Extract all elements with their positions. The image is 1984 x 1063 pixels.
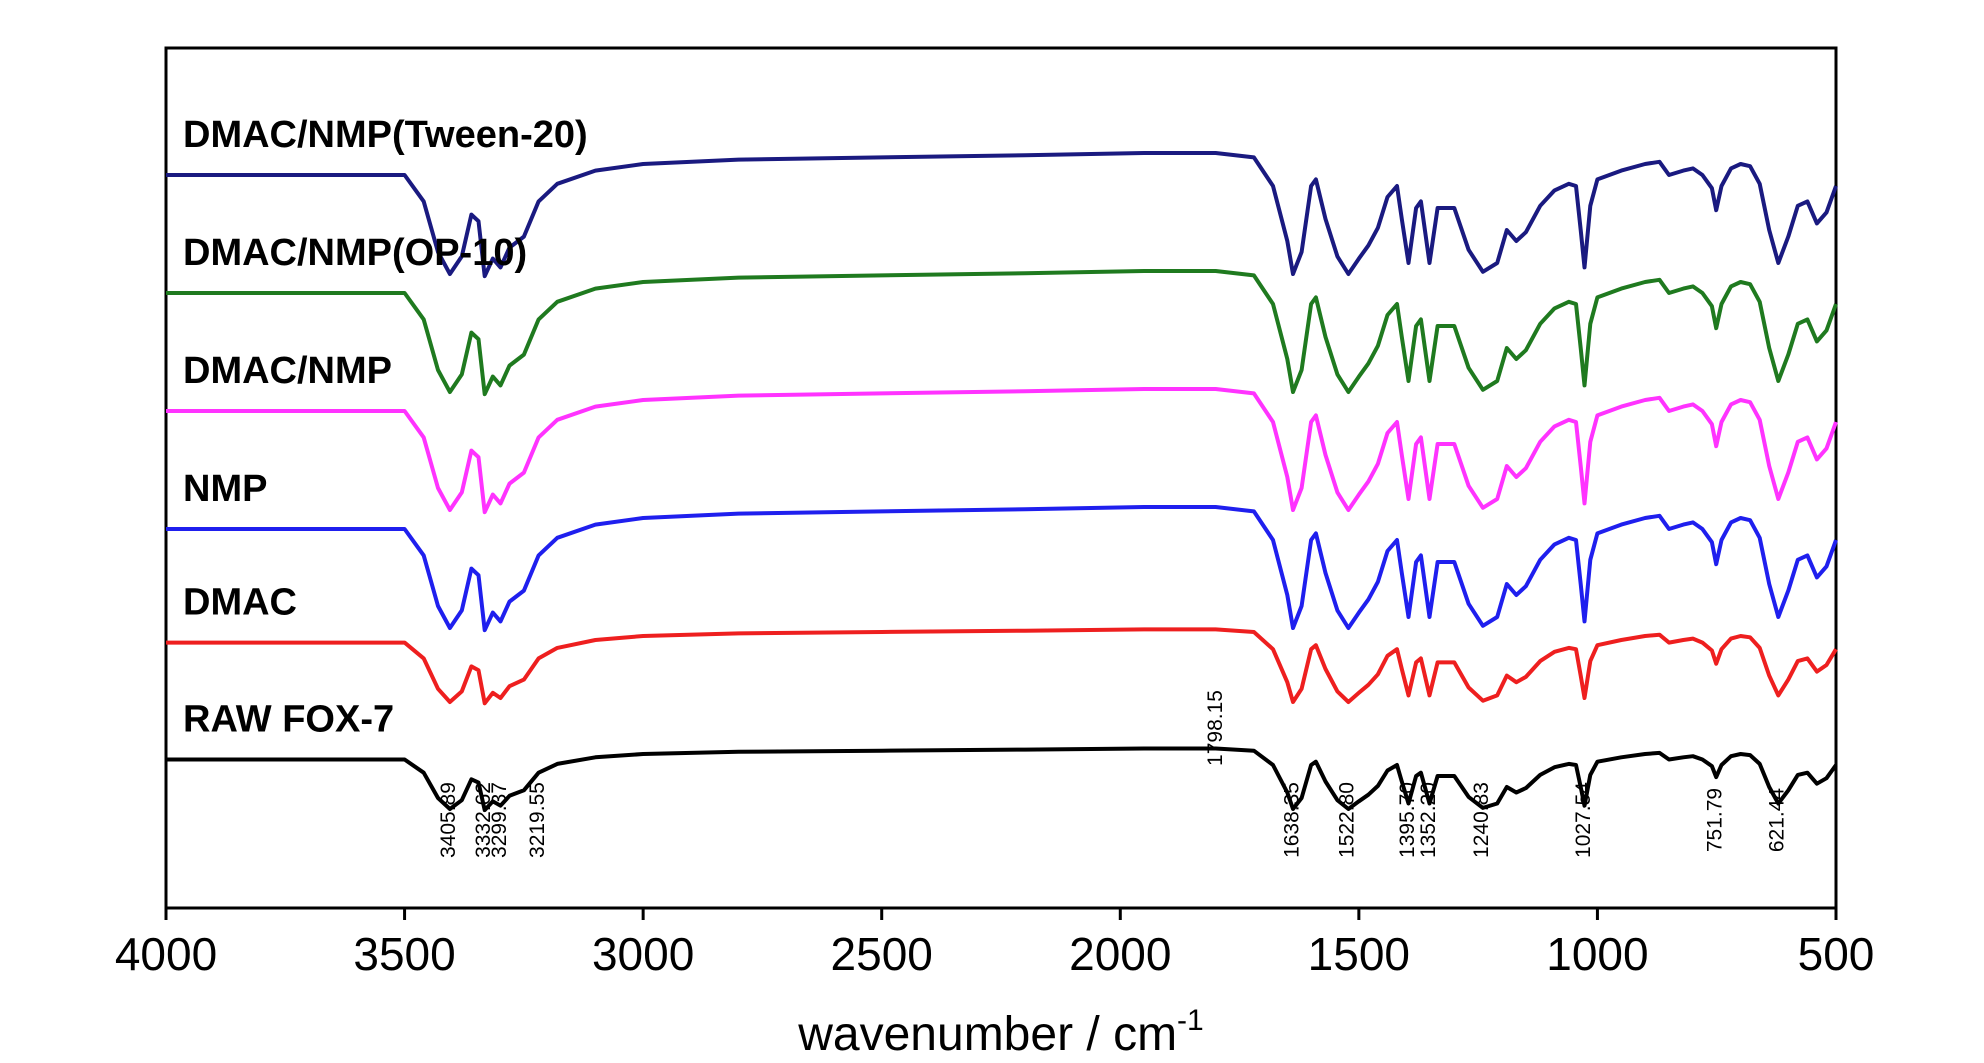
series-label-layer: DMAC/NMP(Tween-20) DMAC/NMP(OP-10) DMAC/NM… <box>183 114 588 741</box>
x-tick-label-4: 2000 <box>1069 928 1171 980</box>
x-axis: 4000 3500 3000 2500 2000 1500 1000 500 <box>115 908 1875 980</box>
series-label-4: DMAC <box>183 582 297 624</box>
x-axis-title: wavenumber / cm-1 <box>797 1004 1203 1061</box>
peak-label-6: 1522.80 <box>1336 782 1359 858</box>
series-line-3 <box>166 505 1838 633</box>
series-line-1 <box>166 269 1838 397</box>
x-tick-label-0: 4000 <box>115 928 217 980</box>
series-line-0 <box>166 151 1838 279</box>
peak-label-11: 751.79 <box>1703 788 1726 852</box>
x-tick-label-5: 1500 <box>1308 928 1410 980</box>
series-label-1: DMAC/NMP(OP-10) <box>183 232 527 274</box>
peak-label-8: 1352.20 <box>1417 782 1440 858</box>
series-line-5 <box>166 746 1838 813</box>
x-tick-label-2: 3000 <box>592 928 694 980</box>
x-tick-label-1: 3500 <box>353 928 455 980</box>
peak-label-5: 1638.35 <box>1280 782 1303 858</box>
peak-label-12: 621.44 <box>1766 788 1789 853</box>
series-line-4 <box>166 627 1838 706</box>
series-label-5: RAW FOX-7 <box>183 699 394 741</box>
x-tick-label-3: 2500 <box>831 928 933 980</box>
series-layer <box>166 151 1838 813</box>
series-label-0: DMAC/NMP(Tween-20) <box>183 114 588 156</box>
peak-label-0: 3405.89 <box>437 782 460 858</box>
series-label-3: NMP <box>183 468 267 510</box>
peak-label-1: 3332.62 <box>472 782 495 858</box>
peak-label-2: 3299.37 <box>488 782 511 858</box>
series-line-2 <box>166 387 1838 515</box>
x-tick-label-6: 1000 <box>1546 928 1648 980</box>
x-tick-label-7: 500 <box>1798 928 1875 980</box>
peak-label-10: 1027.54 <box>1572 782 1595 858</box>
x-axis-title-text: wavenumber / cm <box>797 1008 1177 1061</box>
plot-frame <box>164 46 1838 910</box>
peak-label-4: 1798.15 <box>1204 690 1227 766</box>
peak-label-7: 1395.70 <box>1396 782 1419 858</box>
x-axis-title-superscript: -1 <box>1177 1004 1204 1037</box>
series-label-2: DMAC/NMP <box>183 350 392 392</box>
peak-label-9: 1240.83 <box>1470 782 1493 858</box>
peak-label-3: 3219.55 <box>526 782 549 858</box>
